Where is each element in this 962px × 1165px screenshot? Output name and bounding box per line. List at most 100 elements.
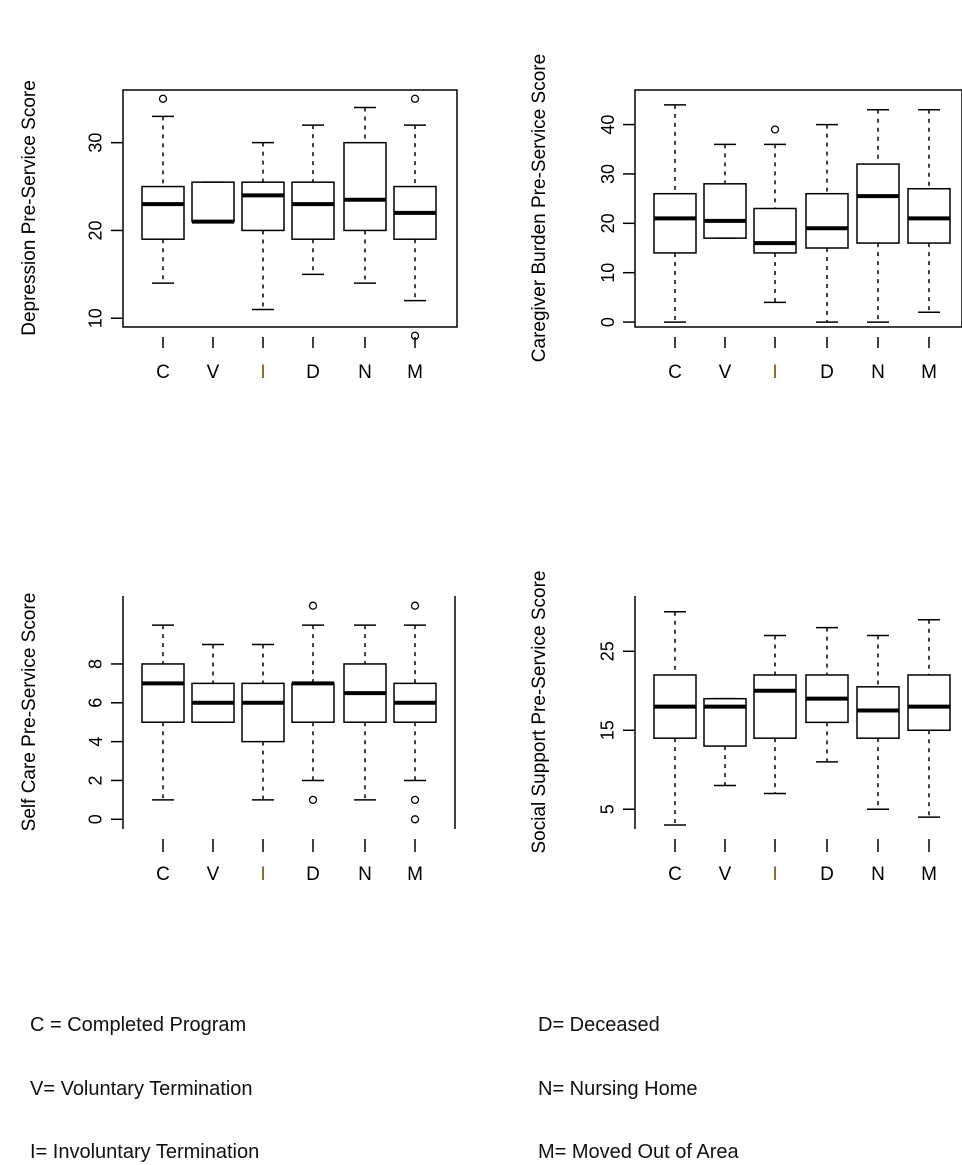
outlier-point [410, 94, 420, 103]
category-label-n: N [871, 864, 885, 885]
box-body [753, 674, 797, 739]
outlier-point [308, 601, 318, 610]
category-label-m: M [921, 864, 937, 885]
legend-item-deceased: D= Deceased [538, 1014, 660, 1036]
y-tick-label: 25 [598, 641, 618, 661]
category-label-d: D [820, 864, 834, 885]
y-axis-label: Caregiver Burden Pre-Service Score [529, 54, 550, 362]
category-label-i: I [260, 362, 265, 383]
outlier-point [410, 795, 420, 805]
outlier-point [410, 815, 420, 824]
y-tick-label: 6 [86, 698, 106, 708]
y-axis-label: Social Support Pre-Service Score [529, 570, 550, 853]
box-d [805, 123, 849, 323]
box-body [703, 183, 747, 239]
category-label-c: C [668, 362, 682, 383]
box-d [291, 124, 335, 276]
category-label-d: D [820, 362, 834, 383]
panel-self-care: 0 2 4 6 8 Self Care Pre-Service Score C V I D N M [19, 593, 456, 885]
box-body [343, 141, 387, 232]
legend-item-voluntary-termination: V= Voluntary Termination [30, 1078, 253, 1100]
category-label-i: I [772, 864, 777, 885]
y-axis-label: Self Care Pre-Service Score [19, 593, 40, 832]
box-n [856, 109, 900, 323]
box-d [291, 601, 335, 805]
category-label-c: C [156, 864, 170, 885]
plot-frame [122, 89, 458, 328]
category-label-i: I [260, 864, 265, 885]
box-body [191, 181, 235, 223]
y-tick-label: 20 [598, 213, 618, 233]
box-body [753, 207, 797, 254]
box-body [291, 181, 335, 240]
y-tick-label: 40 [598, 115, 618, 135]
outlier-point [410, 331, 420, 340]
box-n [343, 106, 387, 284]
box-body [241, 181, 285, 232]
y-tick-label: 4 [86, 737, 106, 747]
category-label-m: M [921, 362, 937, 383]
category-label-c: C [156, 362, 170, 383]
box-n [856, 634, 900, 811]
plot-frame [634, 89, 962, 328]
y-axis-label: Depression Pre-Service Score [19, 80, 40, 336]
category-label-v: V [207, 864, 220, 885]
category-label-i: I [772, 362, 777, 383]
box-body [907, 188, 951, 244]
box-i [753, 634, 797, 795]
category-label-n: N [871, 362, 885, 383]
box-c [141, 94, 185, 284]
outlier-point [308, 795, 318, 805]
y-tick-label: 30 [86, 133, 106, 153]
y-tick-label: 0 [598, 317, 618, 327]
box-v [703, 143, 747, 239]
box-body [241, 682, 285, 743]
category-label-v: V [207, 362, 220, 383]
box-n [343, 624, 387, 801]
y-tick-label: 2 [86, 775, 106, 785]
category-label-n: N [358, 362, 372, 383]
box-i [241, 141, 285, 311]
box-body [653, 192, 697, 254]
panel-caregiver-burden: 0 10 20 30 40 Caregiver Burden Pre-Service Sc… [529, 54, 962, 383]
panel-depression: 10 20 30 Depression Pre-Service Score C V I D N M [19, 80, 458, 383]
box-m [907, 618, 951, 818]
box-body [141, 185, 185, 240]
category-label-m: M [407, 864, 423, 885]
box-body [805, 192, 849, 249]
y-tick-label: 15 [598, 720, 618, 740]
box-body [856, 163, 900, 244]
box-m [907, 109, 951, 313]
box-v [703, 697, 747, 787]
box-body [141, 663, 185, 723]
legend-item-moved-out: M= Moved Out of Area [538, 1141, 739, 1163]
box-c [141, 624, 185, 801]
y-tick-label: 5 [598, 804, 618, 814]
box-body [291, 682, 335, 723]
box-v [191, 643, 235, 723]
category-label-v: V [719, 864, 732, 885]
y-tick-label: 10 [86, 308, 106, 328]
box-i [241, 643, 285, 801]
y-tick-label: 10 [598, 263, 618, 283]
category-label-m: M [407, 362, 423, 383]
box-m [393, 94, 437, 340]
box-c [653, 104, 697, 323]
box-v [191, 181, 235, 224]
legend-item-involuntary-termination: I= Involuntary Termination [30, 1141, 260, 1163]
y-tick-label: 0 [86, 814, 106, 824]
y-tick-label: 8 [86, 659, 106, 669]
box-d [805, 626, 849, 763]
category-label-c: C [668, 864, 682, 885]
panel-social-support: 5 15 25 Social Support Pre-Service Score C V I… [529, 570, 951, 885]
category-label-d: D [306, 362, 320, 383]
box-i [753, 125, 797, 304]
outlier-point [770, 125, 780, 134]
outlier-point [410, 601, 420, 610]
box-m [393, 601, 437, 824]
y-tick-label: 20 [86, 220, 106, 240]
outlier-point [158, 94, 168, 103]
category-label-n: N [358, 864, 372, 885]
category-label-d: D [306, 864, 320, 885]
